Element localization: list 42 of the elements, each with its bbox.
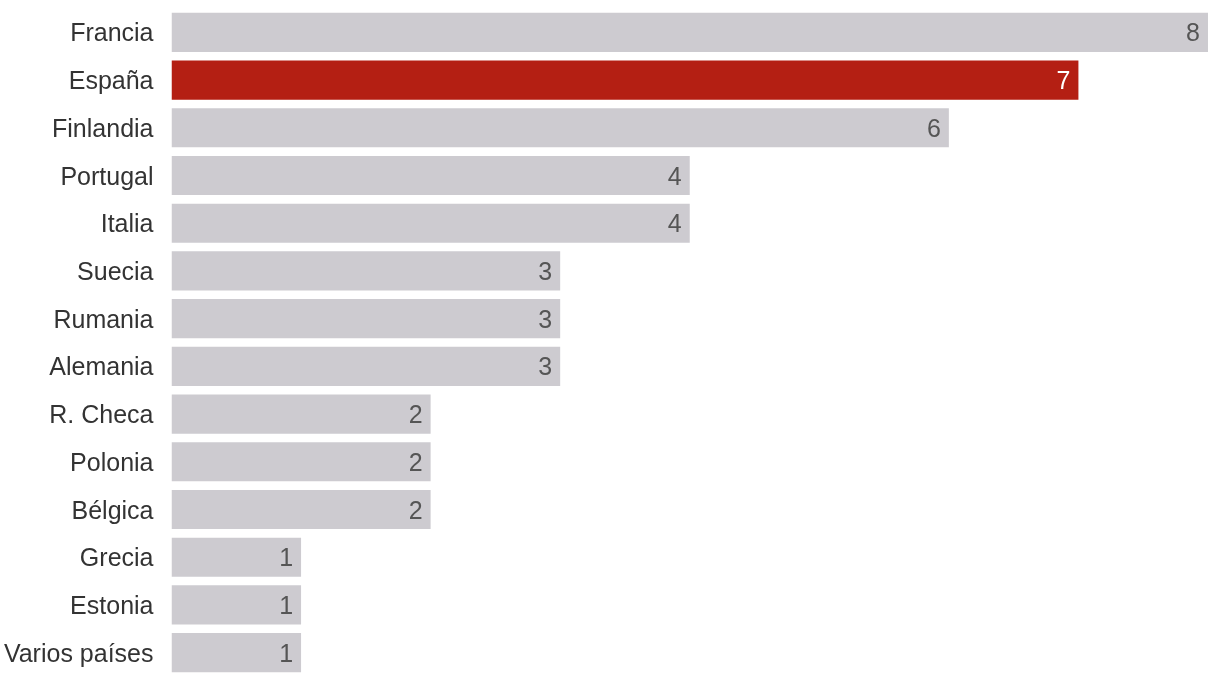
y-tick-label: Polonia	[70, 447, 154, 476]
y-tick-label: Francia	[70, 18, 154, 47]
data-label: 1	[279, 543, 294, 572]
data-label: 3	[538, 256, 553, 285]
bar	[171, 203, 690, 243]
bar	[171, 155, 690, 196]
data-label: 2	[408, 447, 423, 476]
bar	[171, 394, 431, 434]
y-tick-label: Bélgica	[71, 495, 154, 524]
bar	[171, 60, 1079, 100]
bar	[171, 346, 561, 386]
data-label: 8	[1186, 18, 1200, 47]
y-tick-label: Grecia	[79, 543, 154, 572]
bar	[171, 251, 561, 291]
y-tick-label: España	[68, 66, 154, 95]
y-tick-label: Suecia	[77, 256, 154, 285]
data-label: 1	[279, 638, 294, 667]
data-label: 1	[279, 590, 294, 619]
data-label: 2	[408, 400, 423, 429]
bar	[171, 108, 949, 148]
y-tick-label: Finlandia	[52, 113, 154, 142]
y-tick-label: Rumania	[53, 304, 154, 333]
data-label: 4	[667, 209, 682, 238]
data-label: 6	[926, 113, 941, 142]
data-label: 3	[538, 352, 553, 381]
y-tick-label: Italia	[100, 209, 154, 238]
bar	[171, 489, 431, 530]
bar	[171, 633, 302, 673]
data-label: 2	[408, 495, 423, 524]
data-label: 3	[538, 304, 553, 333]
data-label: 7	[1056, 66, 1071, 95]
bar	[171, 585, 302, 625]
bar	[171, 537, 302, 577]
bar	[171, 12, 1208, 52]
bar	[171, 442, 431, 482]
y-tick-label: R. Checa	[49, 400, 154, 429]
y-tick-label: Varios países	[3, 638, 154, 667]
bar	[171, 299, 561, 339]
y-tick-label: Alemania	[49, 352, 154, 381]
y-tick-label: Portugal	[60, 161, 154, 190]
data-label: 4	[667, 161, 682, 190]
y-tick-label: Estonia	[70, 590, 154, 619]
